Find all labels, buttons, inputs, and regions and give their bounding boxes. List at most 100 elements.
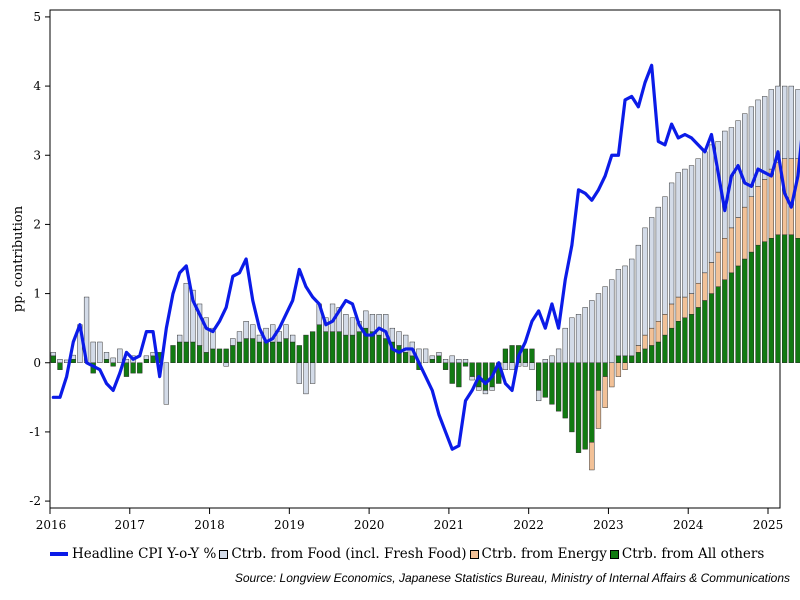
- bar-food: [196, 303, 203, 346]
- bar-food: [50, 352, 56, 357]
- bar-others: [296, 345, 302, 363]
- bar-others: [183, 341, 189, 363]
- bar-food: [509, 362, 515, 370]
- bar-energy: [735, 217, 741, 267]
- bar-food: [476, 386, 482, 391]
- bar-others: [349, 334, 356, 363]
- bar-others: [728, 272, 735, 363]
- bar-energy: [655, 321, 661, 343]
- bar-others: [662, 334, 668, 363]
- x-tick-label: 2025: [753, 518, 784, 532]
- bar-food: [688, 165, 695, 294]
- bar-food: [389, 327, 396, 343]
- bar-others: [522, 348, 528, 363]
- bar-food: [290, 334, 296, 343]
- bar-others: [150, 355, 156, 363]
- bar-food: [296, 362, 302, 384]
- bar-others: [542, 362, 548, 398]
- legend-label-energy: Ctrb. from Energy: [481, 546, 607, 562]
- legend: Headline CPI Y-o-Y % Ctrb. from Food (in…: [50, 543, 795, 565]
- bar-others: [502, 348, 509, 363]
- bar-others: [715, 286, 721, 363]
- bar-food: [210, 327, 216, 350]
- bar-energy: [635, 345, 641, 353]
- y-axis-label: pp. contribution: [11, 205, 26, 312]
- bar-food: [715, 141, 721, 253]
- bar-others: [788, 234, 794, 363]
- bar-others: [110, 362, 116, 367]
- bar-others: [748, 251, 755, 363]
- bar-others: [396, 345, 402, 363]
- bar-others: [123, 362, 130, 377]
- bar-food: [609, 279, 615, 363]
- bar-food: [649, 217, 655, 329]
- bar-others: [642, 348, 648, 363]
- y-tick-label: 0: [33, 356, 41, 370]
- bar-food: [429, 355, 435, 360]
- bar-energy: [708, 262, 715, 294]
- y-tick-label: 2: [33, 217, 41, 231]
- bar-food: [90, 341, 96, 363]
- bar-energy: [589, 442, 595, 471]
- bar-others: [589, 362, 595, 443]
- bar-food: [103, 352, 110, 360]
- bar-food: [562, 327, 568, 363]
- bar-food: [742, 113, 748, 208]
- bar-energy: [748, 196, 755, 253]
- bar-others: [702, 300, 708, 363]
- bar-others: [343, 334, 349, 363]
- bar-others: [336, 331, 342, 363]
- bar-others: [629, 355, 635, 363]
- bar-others: [482, 362, 489, 391]
- bar-food: [595, 293, 602, 363]
- bar-others: [449, 362, 455, 384]
- bar-food: [110, 357, 116, 363]
- bar-food: [256, 334, 263, 343]
- bar-others: [409, 355, 415, 363]
- bar-others: [177, 341, 183, 363]
- bar-others: [243, 338, 249, 363]
- bar-others: [688, 314, 695, 363]
- bar-others: [602, 362, 608, 377]
- bar-food: [668, 182, 675, 305]
- bar-energy: [688, 293, 695, 315]
- bar-food: [629, 258, 635, 357]
- bar-energy: [595, 390, 602, 429]
- legend-item-energy: Ctrb. from Energy: [469, 546, 607, 562]
- bar-others: [555, 362, 562, 412]
- x-tick-label: 2017: [115, 518, 146, 532]
- bar-food: [569, 317, 575, 363]
- bar-others: [536, 362, 542, 391]
- bar-food: [708, 144, 715, 263]
- bar-food: [223, 362, 229, 367]
- bar-others: [57, 362, 63, 370]
- x-tick-label: 2020: [354, 518, 385, 532]
- bar-others: [768, 238, 774, 363]
- bar-others: [549, 362, 555, 405]
- bar-food: [575, 314, 582, 363]
- bar-others: [755, 244, 761, 363]
- bar-others: [196, 345, 203, 363]
- bar-food: [163, 362, 169, 405]
- bar-energy: [762, 179, 768, 242]
- bar-food: [396, 331, 402, 346]
- bar-others: [103, 359, 110, 363]
- bar-food: [582, 307, 588, 363]
- bar-others: [529, 348, 535, 363]
- x-tick-label: 2023: [593, 518, 624, 532]
- bar-food: [309, 362, 316, 384]
- bar-energy: [675, 296, 681, 322]
- bar-others: [575, 362, 582, 453]
- bar-food: [748, 106, 755, 197]
- bar-food: [177, 334, 183, 343]
- legend-label-food: Ctrb. from Food (incl. Fresh Food): [231, 546, 467, 562]
- bar-others: [50, 355, 56, 363]
- bar-others: [675, 321, 681, 363]
- bar-energy: [742, 206, 748, 260]
- bar-others: [742, 258, 748, 363]
- bar-others: [615, 355, 622, 363]
- bar-others: [230, 345, 236, 363]
- bar-energy: [755, 186, 761, 246]
- bar-energy: [668, 303, 675, 329]
- bar-food: [555, 348, 562, 363]
